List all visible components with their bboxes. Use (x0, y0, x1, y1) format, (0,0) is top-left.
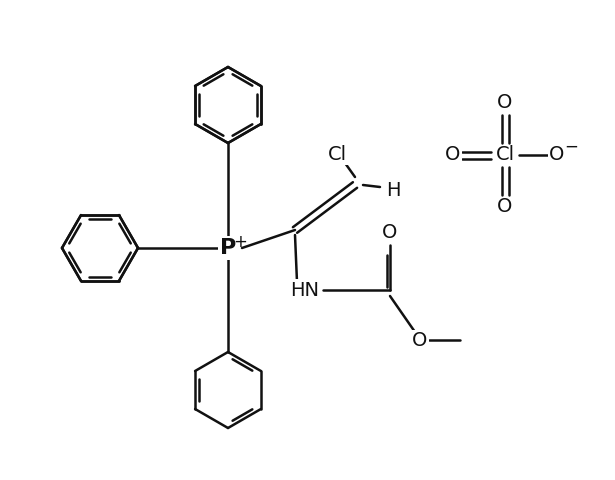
Text: H: H (386, 180, 400, 200)
Text: O: O (445, 145, 461, 165)
Text: +: + (233, 233, 247, 251)
Text: −: − (564, 138, 578, 156)
Text: O: O (412, 331, 427, 349)
Text: P: P (220, 238, 236, 258)
Text: HN: HN (290, 280, 320, 300)
Text: Cl: Cl (496, 145, 515, 165)
Text: O: O (383, 223, 398, 241)
Text: O: O (498, 197, 513, 216)
Text: Cl: Cl (327, 145, 347, 165)
Text: O: O (498, 94, 513, 112)
Text: O: O (549, 145, 565, 165)
